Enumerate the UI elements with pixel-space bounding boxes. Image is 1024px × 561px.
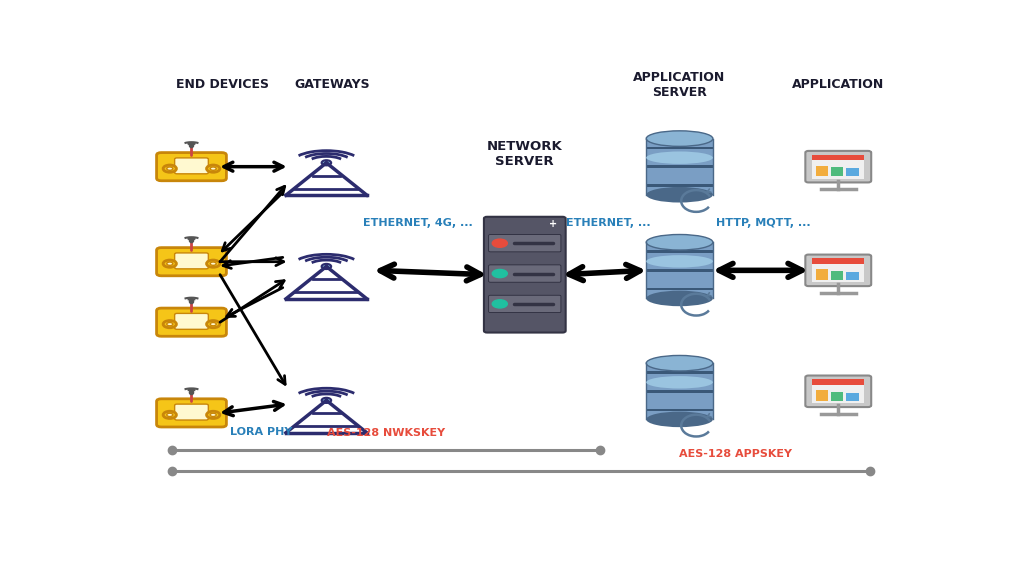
Bar — [816, 269, 828, 280]
FancyBboxPatch shape — [812, 155, 864, 178]
Ellipse shape — [646, 187, 713, 203]
Polygon shape — [646, 250, 713, 253]
Text: ETHERNET, ...: ETHERNET, ... — [566, 218, 650, 228]
Circle shape — [207, 411, 220, 419]
FancyBboxPatch shape — [812, 379, 864, 403]
FancyBboxPatch shape — [488, 234, 561, 252]
FancyBboxPatch shape — [805, 375, 871, 407]
FancyBboxPatch shape — [484, 217, 565, 333]
FancyBboxPatch shape — [157, 399, 226, 427]
Circle shape — [167, 413, 173, 416]
FancyBboxPatch shape — [157, 247, 226, 276]
FancyBboxPatch shape — [175, 158, 208, 174]
Bar — [830, 392, 844, 401]
FancyBboxPatch shape — [812, 259, 864, 282]
Bar — [812, 155, 864, 160]
Circle shape — [493, 300, 507, 308]
Text: GATEWAYS: GATEWAYS — [295, 78, 371, 91]
Polygon shape — [646, 242, 713, 298]
FancyBboxPatch shape — [175, 253, 208, 269]
FancyBboxPatch shape — [157, 153, 226, 181]
Circle shape — [210, 323, 216, 326]
Text: END DEVICES: END DEVICES — [176, 78, 268, 91]
Circle shape — [167, 262, 173, 265]
Polygon shape — [646, 165, 713, 168]
Circle shape — [207, 260, 220, 267]
Ellipse shape — [646, 291, 713, 306]
Circle shape — [167, 167, 173, 171]
Circle shape — [210, 262, 216, 265]
Circle shape — [493, 269, 507, 278]
Text: +: + — [549, 219, 557, 229]
Bar — [812, 259, 864, 264]
Circle shape — [322, 398, 331, 403]
FancyBboxPatch shape — [488, 295, 561, 312]
Polygon shape — [646, 403, 713, 416]
Text: APPLICATION
SERVER: APPLICATION SERVER — [634, 71, 726, 99]
Circle shape — [493, 239, 507, 247]
Circle shape — [167, 323, 173, 326]
Text: LORA PHY: LORA PHY — [230, 427, 293, 438]
Ellipse shape — [646, 131, 713, 146]
Circle shape — [322, 160, 331, 165]
Circle shape — [163, 320, 176, 328]
Circle shape — [163, 260, 176, 267]
Polygon shape — [646, 269, 713, 272]
Bar — [830, 167, 844, 176]
Ellipse shape — [646, 412, 713, 427]
FancyBboxPatch shape — [175, 314, 208, 329]
Bar — [812, 379, 864, 385]
Polygon shape — [646, 146, 713, 149]
FancyBboxPatch shape — [805, 151, 871, 182]
Polygon shape — [646, 282, 713, 295]
Circle shape — [207, 165, 220, 172]
FancyBboxPatch shape — [488, 265, 561, 282]
Text: ETHERNET, 4G, ...: ETHERNET, 4G, ... — [362, 218, 472, 228]
Text: AES-128 NWKSKEY: AES-128 NWKSKEY — [327, 427, 445, 438]
Bar — [830, 270, 844, 280]
Circle shape — [163, 411, 176, 419]
Circle shape — [210, 167, 216, 171]
Polygon shape — [646, 139, 713, 195]
Ellipse shape — [646, 356, 713, 371]
Circle shape — [210, 413, 216, 416]
Polygon shape — [646, 288, 713, 291]
Polygon shape — [646, 184, 713, 187]
FancyBboxPatch shape — [157, 308, 226, 336]
Text: APPLICATION: APPLICATION — [793, 78, 885, 91]
Bar — [846, 272, 858, 280]
Bar — [846, 393, 858, 401]
Ellipse shape — [646, 151, 713, 164]
FancyBboxPatch shape — [805, 255, 871, 286]
Circle shape — [207, 320, 220, 328]
Polygon shape — [646, 178, 713, 191]
Ellipse shape — [646, 376, 713, 389]
Ellipse shape — [646, 234, 713, 250]
Bar — [816, 390, 828, 401]
Text: HTTP, MQTT, ...: HTTP, MQTT, ... — [716, 218, 810, 228]
Ellipse shape — [646, 255, 713, 268]
Circle shape — [163, 165, 176, 172]
Bar — [846, 168, 858, 176]
Polygon shape — [646, 408, 713, 411]
Text: AES-128 APPSKEY: AES-128 APPSKEY — [679, 449, 792, 459]
Circle shape — [322, 264, 331, 269]
FancyBboxPatch shape — [175, 404, 208, 420]
Text: NETWORK
SERVER: NETWORK SERVER — [487, 140, 562, 168]
Bar — [816, 165, 828, 176]
Polygon shape — [646, 390, 713, 393]
Polygon shape — [646, 371, 713, 374]
Polygon shape — [646, 363, 713, 420]
